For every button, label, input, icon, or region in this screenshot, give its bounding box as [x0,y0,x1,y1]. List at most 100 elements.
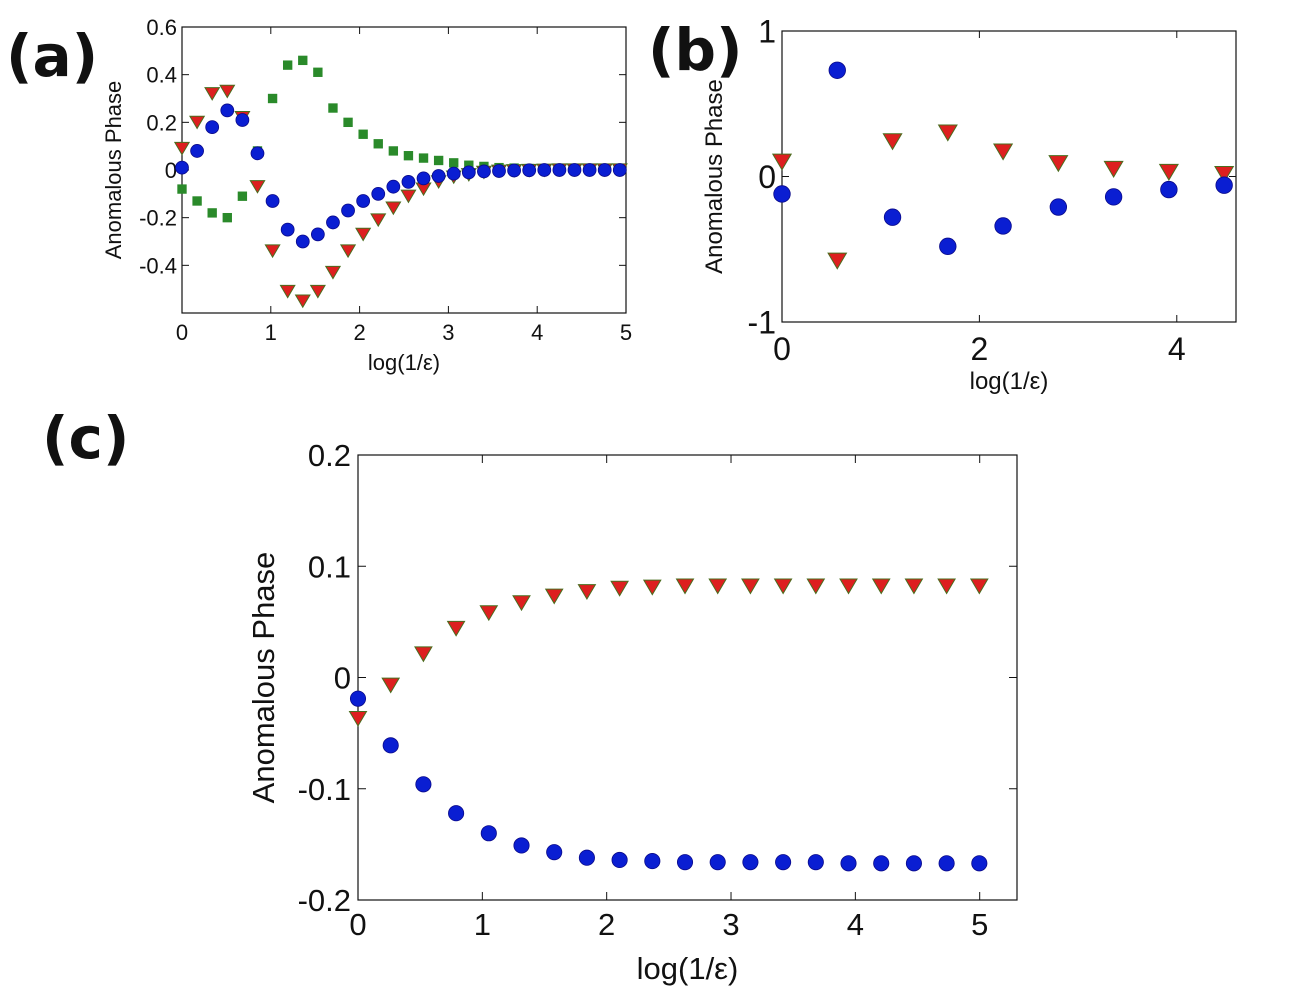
y-tick-label: 0 [334,661,351,696]
blue-circles-point [676,854,694,871]
y-tick-label: -1 [748,305,776,341]
blue-circles-point [567,163,582,177]
red-triangles-point [771,153,793,171]
red-triangles-point [348,710,368,727]
x-tick-label: 5 [971,907,988,942]
blue-circles-point [461,165,476,180]
blue-circles-point [807,854,824,871]
blue-circles-point [612,163,627,177]
panel-label-c: (c) [42,404,129,472]
red-triangles-point [400,189,417,204]
blue-circles-point [597,163,612,177]
x-tick-label: 0 [349,907,366,942]
green-squares-point [418,153,429,163]
blue-circles-point [371,186,386,201]
blue-circles-point [1104,188,1123,206]
blue-circles-point [477,164,491,179]
blue-circles-point [175,160,189,175]
green-squares-point [358,129,368,139]
blue-circles-point [492,164,506,178]
green-squares-point [313,67,323,77]
blue-circles-point [507,163,521,178]
red-triangles-point [1214,165,1235,184]
x-tick-label: 1 [265,320,277,345]
green-squares-point [267,93,278,104]
y-tick-label: -0.2 [298,883,351,918]
series-blue-circles [175,103,627,249]
blue-circles-point [341,203,355,218]
x-axis-title: log(1/ε) [637,951,739,986]
red-triangles-point [414,646,433,663]
blue-circles-point [401,175,416,189]
x-tick-label: 4 [1168,331,1186,367]
series-blue-circles [349,690,988,872]
y-axis-title: Anomalous Phase [246,552,281,804]
blue-circles-point [513,837,530,854]
blue-circles-point [431,169,446,183]
blue-circles-point [873,855,890,872]
green-squares-point [328,103,338,113]
green-squares-point [388,146,399,156]
blue-circles-point [840,855,857,872]
x-tick-label: 3 [722,907,739,942]
series-red-triangles [771,124,1235,270]
green-squares-point [177,184,187,194]
blue-circles-point [546,844,563,861]
y-axis-title: Anomalous Phase [701,79,728,274]
red-triangles-point [577,584,597,601]
y-tick-label: -0.1 [298,772,351,807]
blue-circles-point [775,854,792,871]
series-red-triangles [348,578,989,727]
green-squares-point [192,196,202,206]
red-triangles-point [708,578,728,595]
blue-circles-point [522,163,537,178]
blue-circles-point [190,144,204,158]
blue-circles-point [220,103,235,118]
red-triangles-point [1158,163,1179,181]
red-triangles-point [204,87,221,101]
x-axis-title: log(1/ε) [970,368,1049,395]
green-squares-point [464,160,474,170]
x-tick-label: 1 [474,907,491,942]
blue-circles-point [295,234,310,249]
y-tick-label: 0.6 [146,15,177,40]
y-tick-label: 0.1 [308,549,351,584]
blue-circles-point [480,825,497,842]
red-triangles-point [993,143,1014,161]
red-triangles-point [937,578,956,595]
green-squares-point [433,155,444,166]
blue-circles-point [1049,198,1068,216]
y-tick-label: 0 [758,159,776,195]
blue-circles-point [938,855,955,872]
red-triangles-point [904,578,924,595]
red-triangles-point [741,578,760,595]
red-triangles-point [479,605,499,622]
blue-circles-point [265,194,280,208]
blue-circles-point [415,776,432,793]
x-tick-label: 2 [598,907,615,942]
panel-label-b: (b) [648,16,743,84]
y-tick-label: 0.2 [146,110,177,135]
y-axis-title: Anomalous Phase [101,81,126,260]
blue-circles-point [1215,176,1233,194]
red-triangles-point [610,580,629,597]
x-axis-title: log(1/ε) [368,350,440,375]
blue-circles-point [235,113,250,127]
green-squares-point [449,158,459,168]
red-triangles-point [937,124,958,142]
blue-circles-point [883,208,902,226]
red-triangles-point [264,244,281,259]
blue-circles-point [349,690,367,707]
y-tick-label: 0.2 [308,438,351,473]
chart-panel-a: 0 1 2 3 4 5 0.6 0.4 0.2 0 -0.2 -0.4 log(1/ε) Anomalou… [101,15,632,375]
red-triangles-point [512,595,531,612]
panel-label-a: (a) [6,22,98,90]
red-triangles-point [806,578,826,595]
blue-circles-point [611,851,628,868]
blue-circles-point [742,854,759,871]
red-triangles-point [279,284,296,299]
blue-circles-point [994,217,1012,235]
green-squares-point [222,212,232,223]
y-tick-label: 0.4 [146,63,177,88]
